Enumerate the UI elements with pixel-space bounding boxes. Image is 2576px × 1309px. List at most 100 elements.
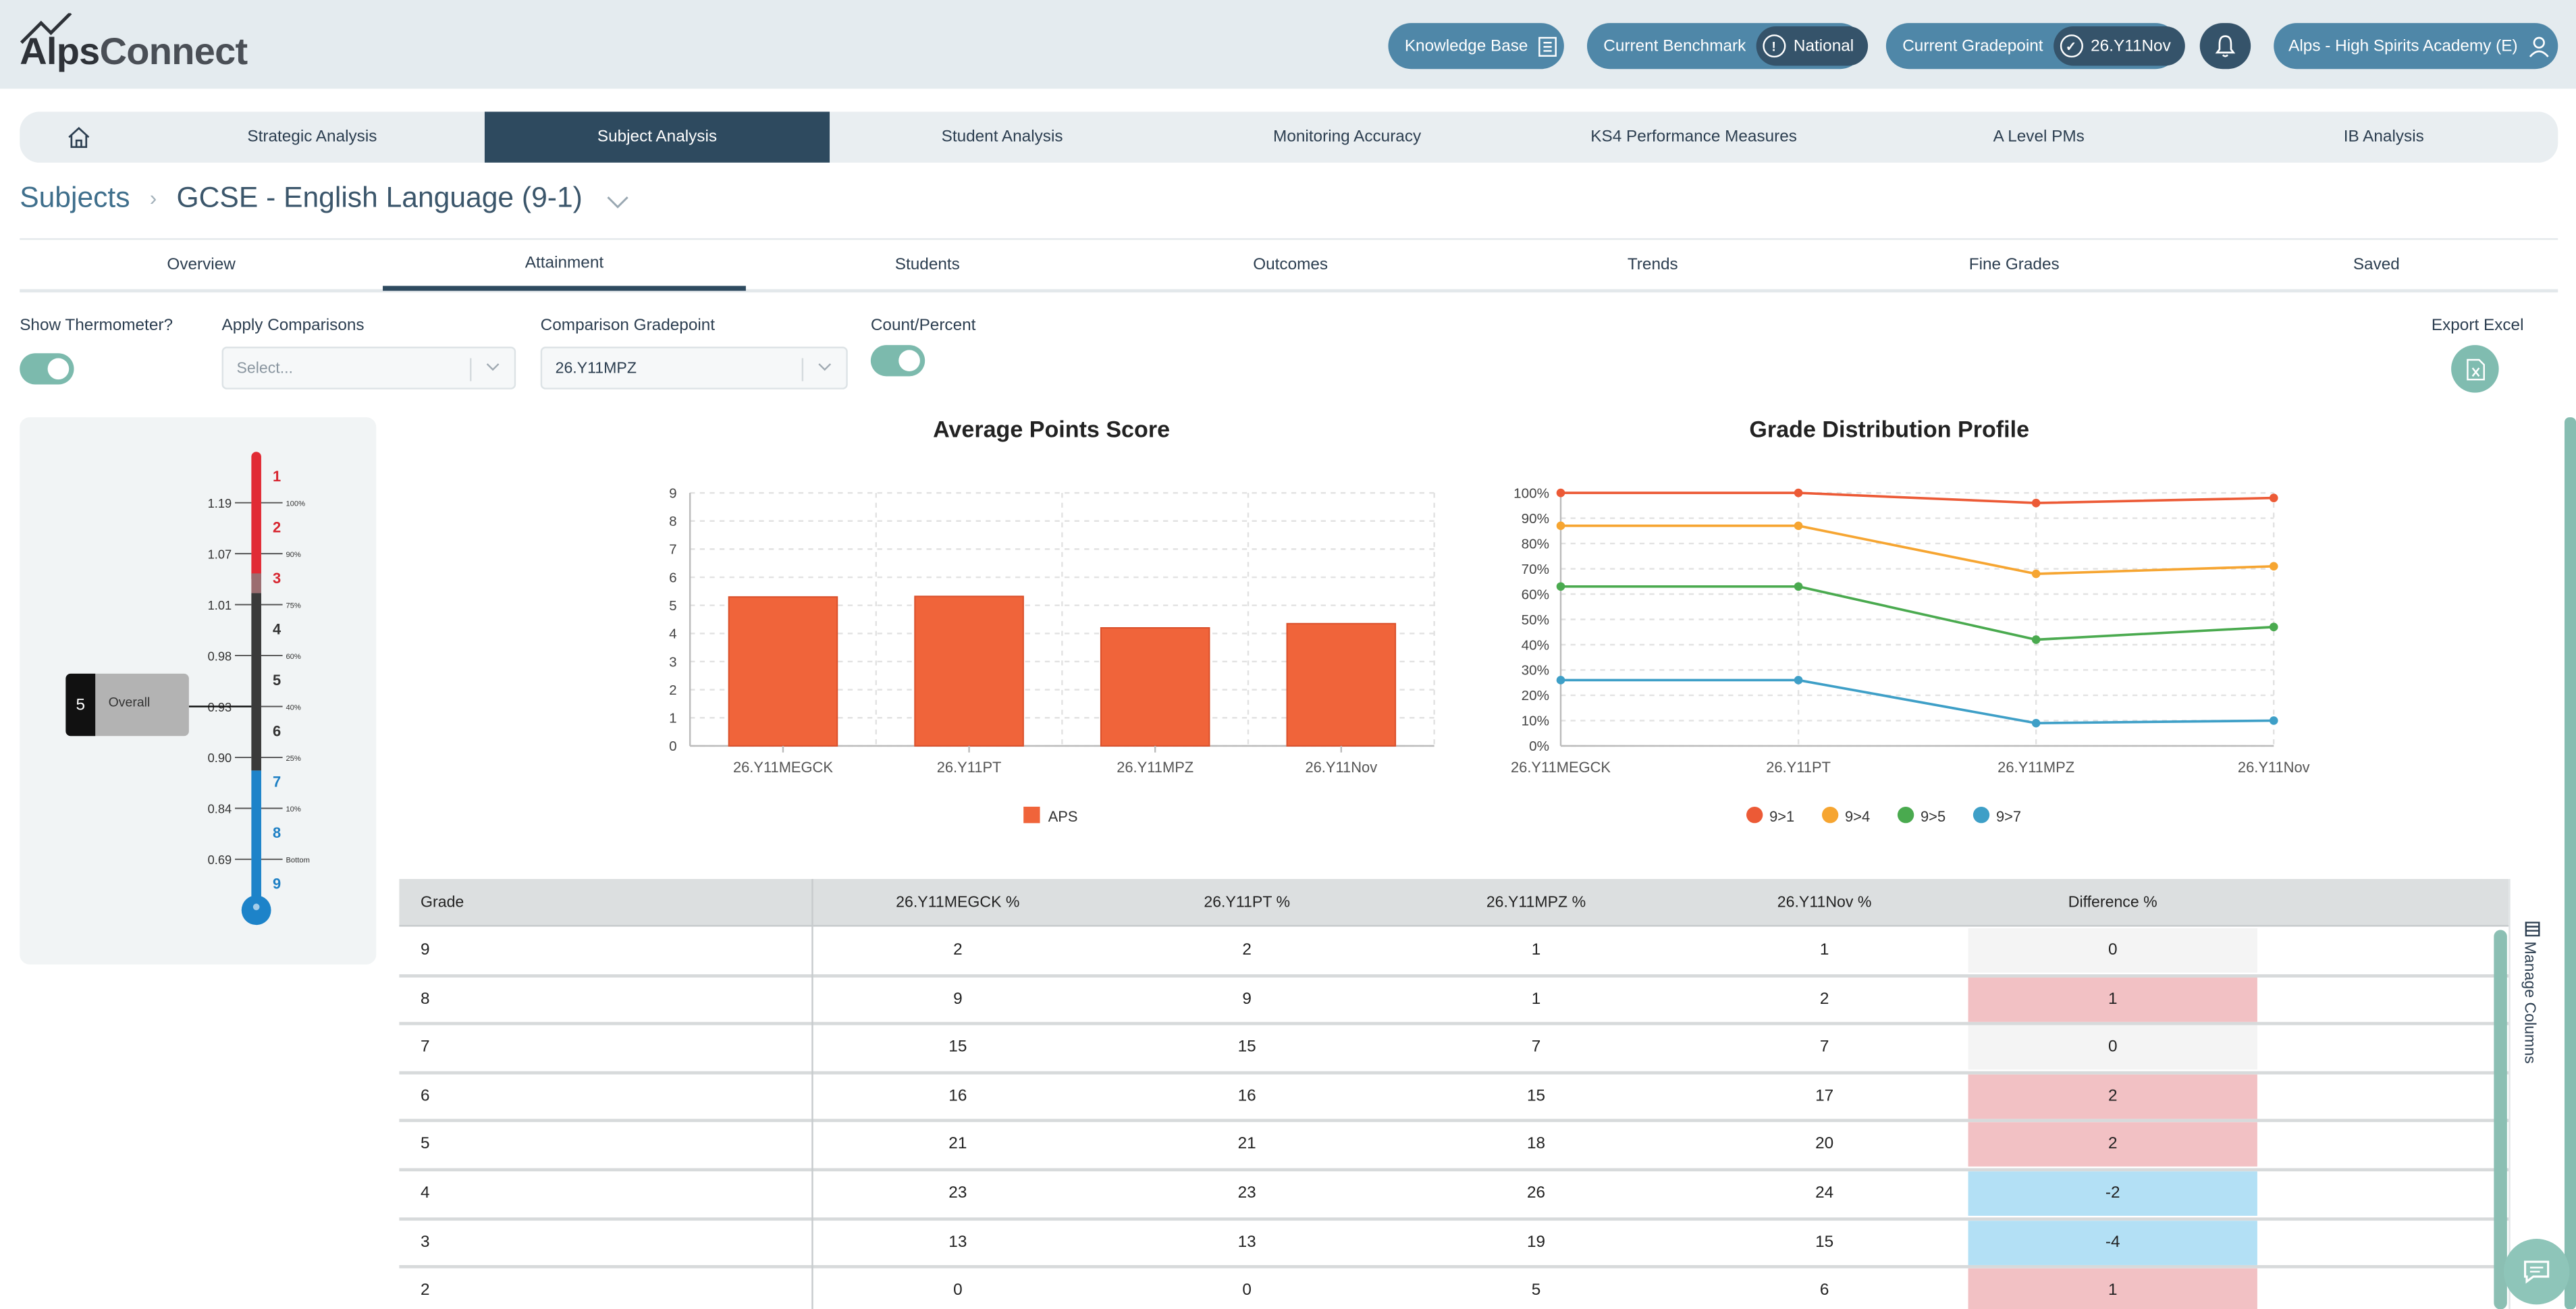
percent-cell: 1	[1531, 941, 1541, 960]
thermometer-bottom-band	[251, 770, 261, 909]
account-pill[interactable]: Alps - High Spirits Academy (E)	[2274, 23, 2558, 70]
difference-cell: 2	[1968, 1074, 2257, 1119]
bar-chart-x-tick-label: 26.Y11MEGCK	[733, 759, 833, 776]
header-difference[interactable]: Difference %	[2068, 893, 2157, 912]
bar-chart-y-tick-label: 6	[669, 570, 677, 585]
benchmark-pill[interactable]: Current Benchmark ! National	[1586, 23, 1869, 70]
subtab-outcomes[interactable]: Outcomes	[1253, 256, 1329, 275]
percent-cell: 17	[1815, 1087, 1834, 1106]
knowledge-base-button[interactable]: Knowledge Base	[1388, 23, 1564, 70]
subtab-saved[interactable]: Saved	[2353, 256, 2400, 275]
excel-file-icon	[2465, 358, 2484, 380]
line-chart-y-tick-label: 0%	[1529, 739, 1549, 754]
line-chart-y-tick-label: 30%	[1522, 663, 1549, 678]
count-percent-toggle[interactable]	[870, 345, 925, 377]
header-grade[interactable]: Grade	[421, 893, 464, 912]
subtab-students[interactable]: Students	[894, 256, 960, 275]
export-excel-button[interactable]	[2451, 345, 2499, 393]
gradepoint-value: 26.Y11Nov	[2091, 36, 2171, 55]
thermometer-panel: 1.19 100% 1.07 90% 1.01 75% 0.98 60% 0.93 40% 0.90…	[20, 417, 377, 965]
series-point-9>5	[2269, 622, 2278, 632]
subtab-trends[interactable]: Trends	[1627, 256, 1678, 275]
benchmark-value: National	[1793, 36, 1854, 55]
subject-dropdown-chevron-icon[interactable]	[606, 193, 628, 209]
tab-monitoring-accuracy[interactable]: Monitoring Accuracy	[1273, 128, 1422, 146]
line-chart-x-tick-label: 26.Y11MPZ	[1997, 759, 2074, 776]
bar-chart-y-tick-label: 0	[669, 739, 677, 754]
show-thermometer-toggle[interactable]	[20, 353, 74, 385]
percent-cell: 15	[948, 1038, 967, 1057]
percent-cell: 21	[1237, 1136, 1256, 1154]
percent-cell: 20	[1815, 1136, 1834, 1154]
thermometer-percent-label: 25%	[286, 755, 300, 763]
percent-cell: 16	[1237, 1087, 1256, 1106]
table-row: 6 16 16 15 17 2	[399, 1074, 2509, 1123]
line-chart-y-tick-label: 80%	[1522, 536, 1549, 552]
difference-cell: 0	[1968, 1025, 2257, 1070]
percent-cell: 5	[1531, 1281, 1541, 1300]
bell-icon	[2215, 35, 2236, 57]
aps-legend-label: APS	[1048, 808, 1078, 825]
series-point-9>7	[1556, 676, 1565, 685]
apply-comparisons-select[interactable]: Select...	[221, 346, 516, 390]
percent-cell: 16	[948, 1087, 967, 1106]
percent-cell: 13	[1237, 1233, 1256, 1252]
tab-ks4-performance-measures[interactable]: KS4 Performance Measures	[1590, 128, 1798, 146]
tab-subject-analysis[interactable]: Subject Analysis	[484, 111, 830, 163]
comparison-gradepoint-select[interactable]: 26.Y11MPZ	[540, 346, 848, 390]
series-point-9>5	[2031, 635, 2041, 644]
series-line-9>4	[1561, 525, 2274, 575]
subtab-attainment[interactable]: Attainment	[383, 240, 746, 291]
page-scrollbar[interactable]	[2565, 417, 2576, 1309]
legend-marker-9>5	[1897, 806, 1914, 824]
gradepoint-pill[interactable]: Current Gradepoint ✓ 26.Y11Nov	[1885, 23, 2186, 70]
percent-cell: 0	[1242, 1281, 1252, 1300]
tab-a-level-pms[interactable]: A Level PMs	[1993, 128, 2085, 146]
subtab-fine-grades[interactable]: Fine Grades	[1968, 256, 2060, 275]
chat-button[interactable]	[2503, 1239, 2570, 1305]
manage-columns-panel[interactable]: Manage Columns	[2508, 879, 2558, 1309]
series-point-9>5	[1794, 582, 1803, 591]
knowledge-base-label: Knowledge Base	[1404, 36, 1528, 55]
series-point-9>4	[1556, 521, 1565, 531]
percent-cell: 15	[1815, 1233, 1834, 1252]
alps-logo[interactable]: AlpsConnect	[20, 13, 248, 74]
logo-text-alps: Alps	[20, 29, 100, 73]
breadcrumb-subjects-link[interactable]: Subjects	[20, 180, 130, 214]
series-point-9>7	[1794, 676, 1803, 685]
percent-cell: 1	[1819, 941, 1829, 960]
percent-cell: 23	[948, 1184, 967, 1203]
table-row: 8 9 9 1 2 1	[399, 977, 2509, 1026]
tab-strategic-analysis[interactable]: Strategic Analysis	[247, 128, 377, 146]
series-point-9>4	[2031, 569, 2041, 579]
alert-circle-icon: !	[1762, 34, 1786, 58]
home-tab[interactable]	[20, 111, 138, 162]
line-chart-y-tick-label: 50%	[1522, 612, 1549, 628]
line-chart-y-tick-label: 60%	[1522, 587, 1549, 602]
thermometer-grade-label: 7	[273, 774, 281, 791]
grade-cell: 3	[421, 1233, 430, 1252]
table-scrollbar[interactable]	[2494, 930, 2507, 1309]
table-row: 3 13 13 19 15 -4	[399, 1220, 2509, 1269]
header-mpz[interactable]: 26.Y11MPZ %	[1486, 893, 1586, 912]
chevron-down-icon	[818, 363, 832, 371]
bar-chart-y-tick-label: 1	[669, 711, 677, 726]
select-separator	[801, 358, 804, 381]
thermometer-grade-label: 4	[273, 620, 281, 637]
thermometer-grade-label: 6	[273, 722, 281, 739]
header-megck[interactable]: 26.Y11MEGCK %	[896, 893, 1020, 912]
percent-cell: 2	[953, 941, 963, 960]
bar-chart-y-tick-label: 7	[669, 542, 677, 558]
legend-label-9>7: 9>7	[1996, 808, 2021, 825]
header-nov[interactable]: 26.Y11Nov %	[1777, 893, 1872, 912]
line-chart-y-tick-label: 90%	[1522, 511, 1549, 527]
tab-ib-analysis[interactable]: IB Analysis	[2343, 128, 2424, 146]
table-row: 4 23 23 26 24 -2	[399, 1171, 2509, 1221]
series-point-9>1	[1556, 488, 1565, 498]
notifications-button[interactable]	[2199, 23, 2251, 70]
subtab-overview[interactable]: Overview	[167, 256, 236, 275]
header-pt[interactable]: 26.Y11PT %	[1204, 893, 1291, 912]
tab-student-analysis[interactable]: Student Analysis	[941, 128, 1063, 146]
thermometer-scale: 1.19 100%1.07 90%1.01 75%0.98 60%0.93 40%0.90…	[188, 468, 310, 892]
logo-mountain-icon	[20, 13, 72, 44]
